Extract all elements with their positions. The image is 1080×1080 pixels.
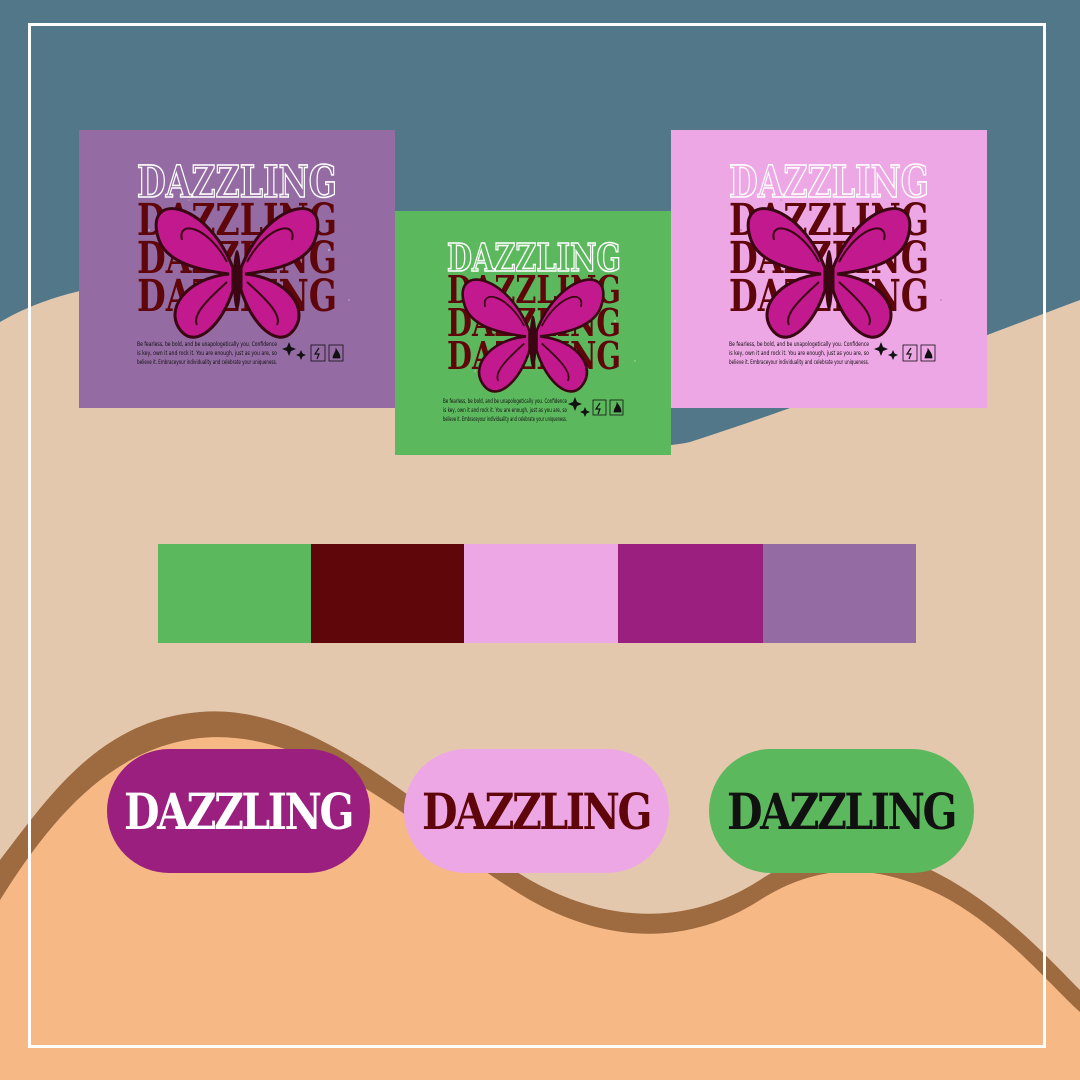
pill-label: DAZZLING: [124, 781, 355, 841]
fire-box-icon: [920, 344, 936, 362]
butterfly-icon: [461, 278, 605, 393]
sparkle-icon: [282, 342, 306, 360]
design-card-green: DAZZLING DAZZLING DAZZLING DAZZLING Be f…: [395, 211, 671, 455]
sparkle-icon: [568, 397, 590, 417]
swatch-green: [158, 544, 311, 643]
pill-label: DAZZLING: [727, 781, 958, 841]
fire-box-icon: [609, 399, 624, 416]
blurb-line-1: Be fearless, be bold, and be unapologeti…: [137, 341, 277, 348]
blurb-line-3: believe it. Embraceyour individuality an…: [443, 416, 567, 423]
blurb-line-3: believe it. Embraceyour individuality an…: [137, 359, 277, 366]
blurb-line-3: believe it. Embraceyour individuality an…: [729, 359, 869, 366]
dazzling-outline-title: DAZZLING: [447, 235, 621, 280]
lightning-box-icon: [902, 344, 918, 362]
swatch-magenta: [618, 544, 763, 643]
lightning-box-icon: [592, 399, 607, 416]
blurb-line-1: Be fearless, be bold, and be unapologeti…: [729, 341, 869, 348]
dazzling-pill-pink: DAZZLING: [404, 749, 669, 873]
butterfly-icon: [154, 207, 320, 339]
blurb-line-2: is key, own it and rock it. You are enou…: [443, 407, 567, 414]
design-card-purple: DAZZLING DAZZLING DAZZLING DAZZLING Be f…: [79, 130, 395, 408]
blurb-line-1: Be fearless, be bold, and be unapologeti…: [443, 398, 567, 405]
dazzling-outline-title: DAZZLING: [137, 157, 337, 208]
color-palette: [158, 544, 916, 643]
swatch-maroon: [311, 544, 464, 643]
lightning-box-icon: [310, 344, 326, 362]
blurb-line-2: is key, own it and rock it. You are enou…: [729, 350, 869, 357]
swatch-lavender: [763, 544, 916, 643]
dazzling-outline-title: DAZZLING: [729, 157, 929, 208]
dazzling-pill-magenta: DAZZLING: [107, 749, 370, 873]
design-card-pink: DAZZLING DAZZLING DAZZLING DAZZLING Be f…: [671, 130, 987, 408]
dazzling-pill-green: DAZZLING: [709, 749, 974, 873]
pill-label: DAZZLING: [422, 781, 653, 841]
butterfly-icon: [746, 207, 912, 339]
blurb-line-2: is key, own it and rock it. You are enou…: [137, 350, 277, 357]
sparkle-icon: [874, 342, 898, 360]
fire-box-icon: [328, 344, 344, 362]
swatch-light-pink: [464, 544, 618, 643]
